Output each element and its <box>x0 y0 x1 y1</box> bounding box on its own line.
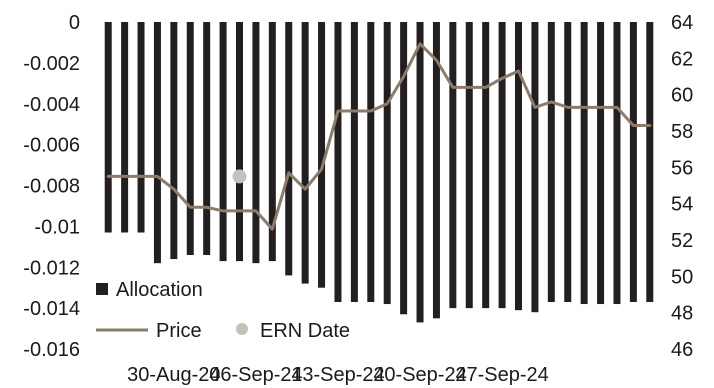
allocation-bar <box>515 22 522 311</box>
allocation-bar <box>646 22 654 302</box>
x-axis-tick-label: 20-Sep-24 <box>373 364 466 386</box>
allocation-bar <box>547 22 555 302</box>
right-axis-tick-label: 46 <box>671 339 693 361</box>
right-axis-tick-label: 56 <box>671 157 693 179</box>
right-axis-tick-label: 64 <box>671 12 693 34</box>
allocation-bar <box>613 22 621 305</box>
right-axis-tick-label: 52 <box>671 230 693 252</box>
left-axis-ticks: 0 -0.002 -0.004 -0.006 -0.008 -0.01 -0.012 -0.0… <box>23 12 80 361</box>
left-axis-tick-label: 0 <box>69 12 80 34</box>
allocation-bar <box>252 22 260 264</box>
x-axis-ticks: 30-Aug-2406-Sep-2413-Sep-2420-Sep-2427-S… <box>127 364 549 386</box>
allocation-bar <box>121 22 129 233</box>
right-axis-tick-label: 54 <box>671 194 693 216</box>
left-axis-tick-label: -0.012 <box>23 257 80 279</box>
left-axis-tick-label: -0.004 <box>23 94 80 116</box>
allocation-bar <box>498 22 506 309</box>
allocation-bar <box>482 22 490 309</box>
left-axis-tick-label: -0.016 <box>23 339 80 361</box>
right-axis-tick-label: 58 <box>671 121 693 143</box>
legend-ern-date-label: ERN Date <box>260 320 350 342</box>
price-line <box>106 42 652 231</box>
ern-date-marker <box>232 169 247 184</box>
allocation-bar <box>383 22 391 305</box>
allocation-bar <box>367 22 375 302</box>
allocation-bar <box>564 22 572 302</box>
legend-price-label: Price <box>156 320 202 342</box>
allocation-bar <box>400 22 408 315</box>
allocation-bar <box>186 22 194 255</box>
allocation-bar <box>285 22 293 276</box>
legend-allocation-label: Allocation <box>116 279 203 301</box>
allocation-bar <box>531 22 539 313</box>
allocation-bar <box>416 22 424 323</box>
allocation-bar <box>137 22 145 233</box>
right-axis-tick-label: 62 <box>671 48 693 70</box>
allocation-bar <box>580 22 588 305</box>
legend: Allocation Price ERN Date <box>96 279 350 342</box>
allocation-bar <box>334 22 342 302</box>
allocation-bar <box>465 22 473 309</box>
right-axis-tick-label: 60 <box>671 85 693 107</box>
allocation-bar <box>318 22 326 288</box>
price-line-group <box>106 42 652 231</box>
allocation-bar <box>236 22 243 262</box>
left-axis-tick-label: -0.002 <box>23 53 80 75</box>
allocation-bar <box>629 22 637 302</box>
legend-allocation-swatch <box>96 283 108 295</box>
allocation-bar <box>153 22 161 264</box>
left-axis-tick-label: -0.008 <box>23 176 80 198</box>
x-axis-tick-label: 13-Sep-24 <box>291 364 384 386</box>
allocation-bar <box>432 22 440 319</box>
legend-ern-date-swatch <box>236 323 248 335</box>
allocation-bar <box>449 22 457 309</box>
allocation-bar <box>170 22 178 260</box>
right-axis-tick-label: 48 <box>671 303 693 325</box>
allocation-bar <box>350 22 358 302</box>
x-axis-tick-label: 30-Aug-24 <box>127 364 220 386</box>
x-axis-tick-label: 06-Sep-24 <box>209 364 302 386</box>
allocation-bars <box>104 22 654 323</box>
allocation-bar <box>268 22 276 262</box>
allocation-bar <box>104 22 112 233</box>
allocation-bar <box>597 22 605 305</box>
left-axis-tick-label: -0.01 <box>34 216 80 238</box>
x-axis-tick-label: 27-Sep-24 <box>455 364 548 386</box>
allocation-bar <box>219 22 227 262</box>
left-axis-tick-label: -0.006 <box>23 135 80 157</box>
allocation-bar <box>203 22 211 255</box>
allocation-bar <box>301 22 309 284</box>
right-axis-ticks: 64 62 60 58 56 54 52 50 48 46 <box>671 12 693 361</box>
left-axis-tick-label: -0.014 <box>23 298 80 320</box>
right-axis-tick-label: 50 <box>671 266 693 288</box>
